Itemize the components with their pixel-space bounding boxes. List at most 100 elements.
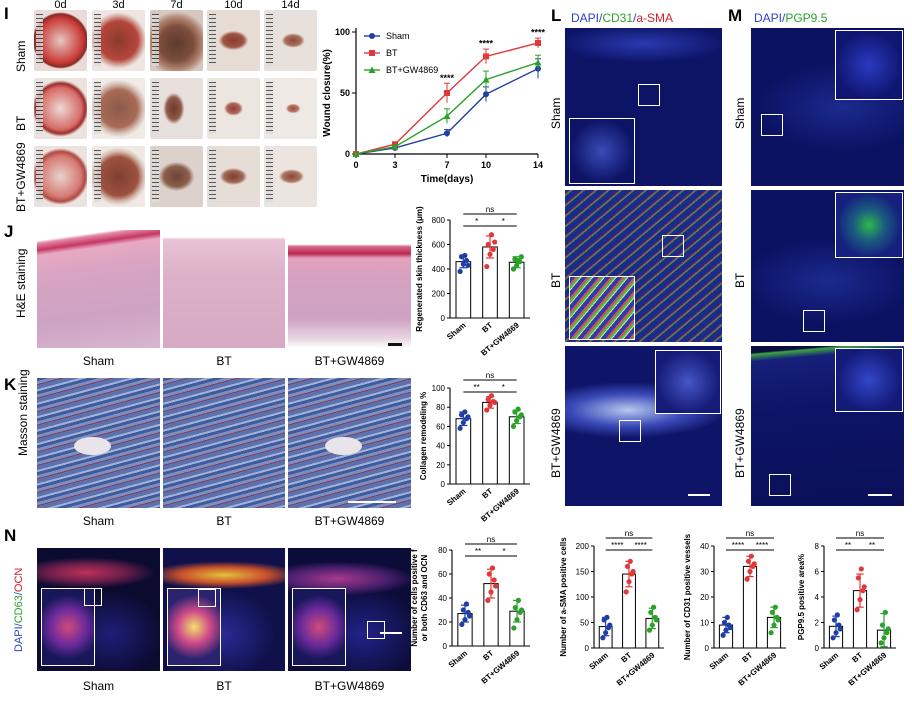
panel-letter-j: J (4, 222, 14, 241)
data-point (623, 589, 629, 595)
data-point (465, 262, 471, 268)
masson-image (163, 378, 285, 508)
wound-photo (34, 10, 87, 71)
significance-label: ns (487, 535, 495, 544)
ruler (266, 14, 273, 66)
data-point (462, 617, 468, 623)
data-point (837, 626, 843, 632)
data-point (834, 612, 840, 618)
x-tick-label: Sham (818, 651, 840, 672)
roi-box (198, 589, 216, 607)
significance-label: **** (732, 541, 744, 550)
significance-label: * (502, 547, 505, 556)
x-tick-label: Sham (708, 651, 730, 672)
x-tick-label: BT (850, 651, 864, 665)
data-point (518, 254, 524, 260)
x-tick-label: Sham (445, 321, 467, 342)
x-tick-label: Sham (447, 649, 469, 670)
data-point (510, 423, 517, 429)
y-tick-label: 600 (432, 241, 446, 250)
data-point (514, 418, 520, 424)
data-point (747, 568, 753, 575)
data-point (510, 266, 517, 272)
data-point (748, 553, 754, 559)
y-tick-label: 0 (441, 480, 446, 489)
y-tick-label: 100 (432, 384, 446, 393)
data-point (534, 59, 542, 66)
data-point (600, 635, 606, 641)
column-label: BT (216, 679, 232, 693)
significance-label: ** (869, 541, 875, 550)
zoom-inset (292, 588, 346, 666)
data-point (854, 607, 860, 613)
ruler (36, 82, 43, 134)
data-point (775, 617, 781, 623)
wound-photo (92, 78, 145, 139)
data-point (607, 622, 613, 628)
y-tick-label: 80 (436, 403, 445, 412)
y-axis-label: Regenerated skin thickness (μm) (415, 206, 424, 332)
data-point (855, 575, 862, 581)
scale-bar (348, 501, 396, 503)
scale-bar (388, 343, 402, 346)
data-point (879, 622, 886, 628)
y-tick-label: 0 (345, 149, 350, 159)
data-point (515, 406, 521, 412)
panel-letter-l: L (551, 6, 562, 25)
day-label: 3d (112, 0, 125, 11)
data-point (460, 607, 466, 613)
fluorescence-image (163, 548, 285, 671)
x-tick-label: 10 (481, 160, 491, 170)
y-tick-label: 0 (815, 644, 820, 653)
x-tick-label: 0 (353, 160, 358, 170)
he-staining-label: H&E staining (14, 248, 28, 318)
roi-box (367, 621, 385, 639)
y-tick-label: 100 (576, 593, 590, 602)
wound-photo (264, 146, 317, 207)
x-axis-label: Time(days) (421, 174, 474, 185)
data-point (603, 630, 609, 636)
fluorescence-image (565, 346, 722, 506)
data-point (488, 589, 494, 595)
column-label: Sham (82, 514, 115, 528)
y-tick-label: 0 (441, 314, 446, 323)
legend-marker (369, 50, 375, 56)
column-label: BT+GW4869 (314, 354, 385, 368)
legend-label: BT+GW4869 (386, 65, 438, 75)
y-tick-label: 0 (443, 642, 448, 651)
data-point (444, 130, 450, 137)
y-axis-label: Number of cells positive for both CD63 a… (410, 549, 429, 647)
masson-staining-label: Masson staining (16, 369, 30, 456)
zoom-inset (835, 30, 903, 100)
day-label: 14d (281, 0, 300, 11)
data-point (485, 241, 491, 248)
y-tick-label: 4 (815, 593, 820, 602)
significance-label: ** (474, 383, 480, 392)
significance-label: **** (756, 541, 768, 550)
data-point (831, 617, 838, 623)
data-point (745, 558, 752, 564)
zoom-inset (569, 276, 635, 340)
y-tick-label: 0 (705, 644, 710, 653)
fluorescence-image (751, 190, 904, 342)
ruler (152, 150, 159, 202)
column-label: BT (216, 514, 232, 528)
row-label: Sham (14, 40, 28, 72)
wound-closure-chart: 0 3 7 10 14 0 50 100 Time(days) Wound closure(%) S… (322, 27, 545, 185)
column-label: BT+GW4869 (314, 514, 385, 528)
row-label: BT (549, 272, 563, 288)
data-point (489, 565, 496, 571)
data-point (514, 617, 520, 623)
cd63-ocn-chart: 0 20 40 60 80 Number of cells positive for bo… (410, 535, 530, 686)
y-tick-label: 80 (438, 546, 447, 555)
column-label: Sham (82, 354, 115, 368)
data-point (857, 596, 863, 603)
zoom-inset (41, 588, 95, 666)
x-tick-label: 3 (392, 160, 397, 170)
data-point (744, 576, 750, 582)
fluorescence-image (565, 190, 722, 342)
roi-box (662, 235, 684, 257)
data-point (443, 112, 451, 120)
roi-box (638, 84, 660, 106)
fluorescence-image (37, 548, 160, 671)
